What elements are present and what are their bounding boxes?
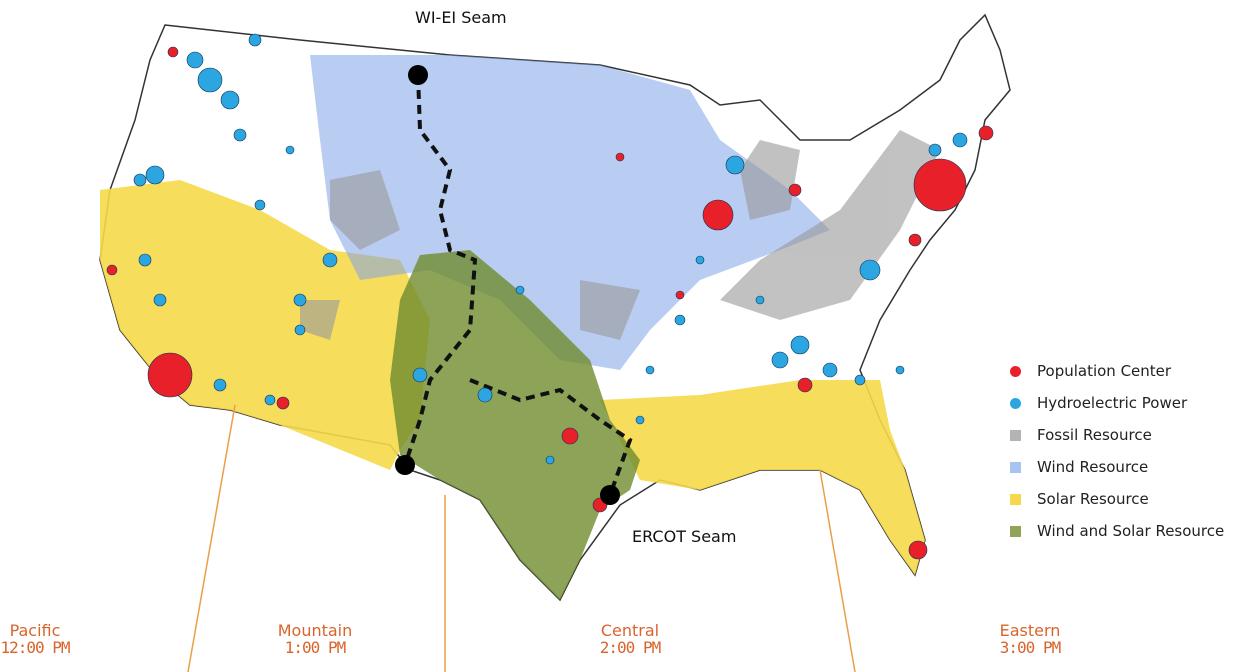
- hydroelectric-point: [213, 378, 227, 392]
- hydroelectric-point: [771, 351, 789, 369]
- population-center-point: [615, 152, 625, 162]
- circle-swatch-icon: [1010, 397, 1021, 409]
- hydroelectric-point: [477, 387, 493, 403]
- population-center-point: [913, 158, 967, 212]
- wi-ei-seam-label: WI-EI Seam: [415, 8, 507, 27]
- tz-time: 12:00 PM: [0, 638, 70, 657]
- hydroelectric-point: [133, 173, 147, 187]
- hydroelectric-point: [285, 145, 295, 155]
- hydroelectric-point: [322, 252, 338, 268]
- hydroelectric-point: [412, 367, 428, 383]
- legend-label: Solar Resource: [1037, 490, 1149, 508]
- hydroelectric-point: [635, 415, 645, 425]
- legend-label: Hydroelectric Power: [1037, 394, 1188, 412]
- hydroelectric-point: [515, 285, 525, 295]
- hydroelectric-point: [153, 293, 167, 307]
- tz-name: Mountain: [277, 621, 353, 640]
- population-center-point: [147, 352, 193, 398]
- map-points: [106, 33, 994, 560]
- population-center-point: [702, 199, 734, 231]
- hydroelectric-point: [145, 165, 165, 185]
- hydroelectric-point: [854, 374, 866, 386]
- population-center-point: [908, 540, 928, 560]
- legend-label: Population Center: [1037, 362, 1172, 380]
- population-center-point: [106, 264, 118, 276]
- legend-item: Solar Resource: [1010, 483, 1224, 515]
- legend-item: Wind and Solar Resource: [1010, 515, 1224, 547]
- hydroelectric-point: [233, 128, 247, 142]
- wind-and-solar-resource: [390, 250, 640, 600]
- hydroelectric-point: [725, 155, 745, 175]
- hydroelectric-point: [294, 324, 306, 336]
- tz-name: Central: [600, 621, 660, 640]
- square-swatch-icon: [1010, 429, 1021, 441]
- hydroelectric-point: [545, 455, 555, 465]
- legend-label: Fossil Resource: [1037, 426, 1152, 444]
- tz-time: 1:00 PM: [284, 638, 346, 657]
- tz-time: 2:00 PM: [599, 638, 661, 657]
- hydroelectric-point: [186, 51, 204, 69]
- population-center-point: [978, 125, 994, 141]
- hydroelectric-point: [254, 199, 266, 211]
- square-swatch-icon: [1010, 461, 1021, 473]
- population-center-point: [788, 183, 802, 197]
- wi-ei-seam-marker: [408, 65, 428, 85]
- ercot-seam-label: ERCOT Seam: [632, 527, 737, 546]
- hydroelectric-point: [197, 67, 223, 93]
- hydroelectric-point: [220, 90, 240, 110]
- time-zone-boundaries: [187, 404, 856, 672]
- hydroelectric-point: [674, 314, 686, 326]
- hydroelectric-point: [293, 293, 307, 307]
- legend-label: Wind and Solar Resource: [1037, 522, 1225, 540]
- time-zone-central: Central 2:00 PM: [585, 622, 675, 656]
- hydroelectric-point: [264, 394, 276, 406]
- solar-resource-southeast: [600, 380, 925, 575]
- time-zone-pacific: Pacific 12:00 PM: [0, 622, 70, 656]
- legend-item: Hydroelectric Power: [1010, 387, 1224, 419]
- seam-marker-west: [395, 455, 415, 475]
- time-zone-mountain: Mountain 1:00 PM: [265, 622, 365, 656]
- ercot-seam-marker: [600, 485, 620, 505]
- hydroelectric-point: [695, 255, 705, 265]
- wind-resource: [310, 55, 830, 370]
- legend-item: Fossil Resource: [1010, 419, 1224, 451]
- hydroelectric-point: [138, 253, 152, 267]
- tz-name: Pacific: [9, 621, 61, 640]
- population-center-point: [167, 46, 179, 58]
- legend-label: Wind Resource: [1037, 458, 1149, 476]
- population-center-point: [908, 233, 922, 247]
- legend: Population Center Hydroelectric Power Foss…: [1010, 355, 1224, 547]
- hydroelectric-point: [822, 362, 838, 378]
- hydroelectric-point: [895, 365, 905, 375]
- square-swatch-icon: [1010, 493, 1021, 505]
- population-center-point: [276, 396, 290, 410]
- legend-item: Wind Resource: [1010, 451, 1224, 483]
- hydroelectric-point: [248, 33, 262, 47]
- hydroelectric-point: [952, 132, 968, 148]
- fossil-resource: [300, 130, 940, 340]
- circle-swatch-icon: [1010, 365, 1021, 377]
- time-zone-eastern: Eastern 3:00 PM: [985, 622, 1075, 656]
- population-center-point: [797, 377, 813, 393]
- hydroelectric-point: [790, 335, 810, 355]
- seam-lines: [403, 74, 633, 496]
- hydroelectric-point: [645, 365, 655, 375]
- square-swatch-icon: [1010, 525, 1021, 537]
- population-center-point: [675, 290, 685, 300]
- legend-item: Population Center: [1010, 355, 1224, 387]
- hydroelectric-point: [755, 295, 765, 305]
- hydroelectric-point: [928, 143, 942, 157]
- tz-name: Eastern: [999, 621, 1061, 640]
- tz-time: 3:00 PM: [999, 638, 1061, 657]
- hydroelectric-point: [859, 259, 881, 281]
- population-center-point: [561, 427, 579, 445]
